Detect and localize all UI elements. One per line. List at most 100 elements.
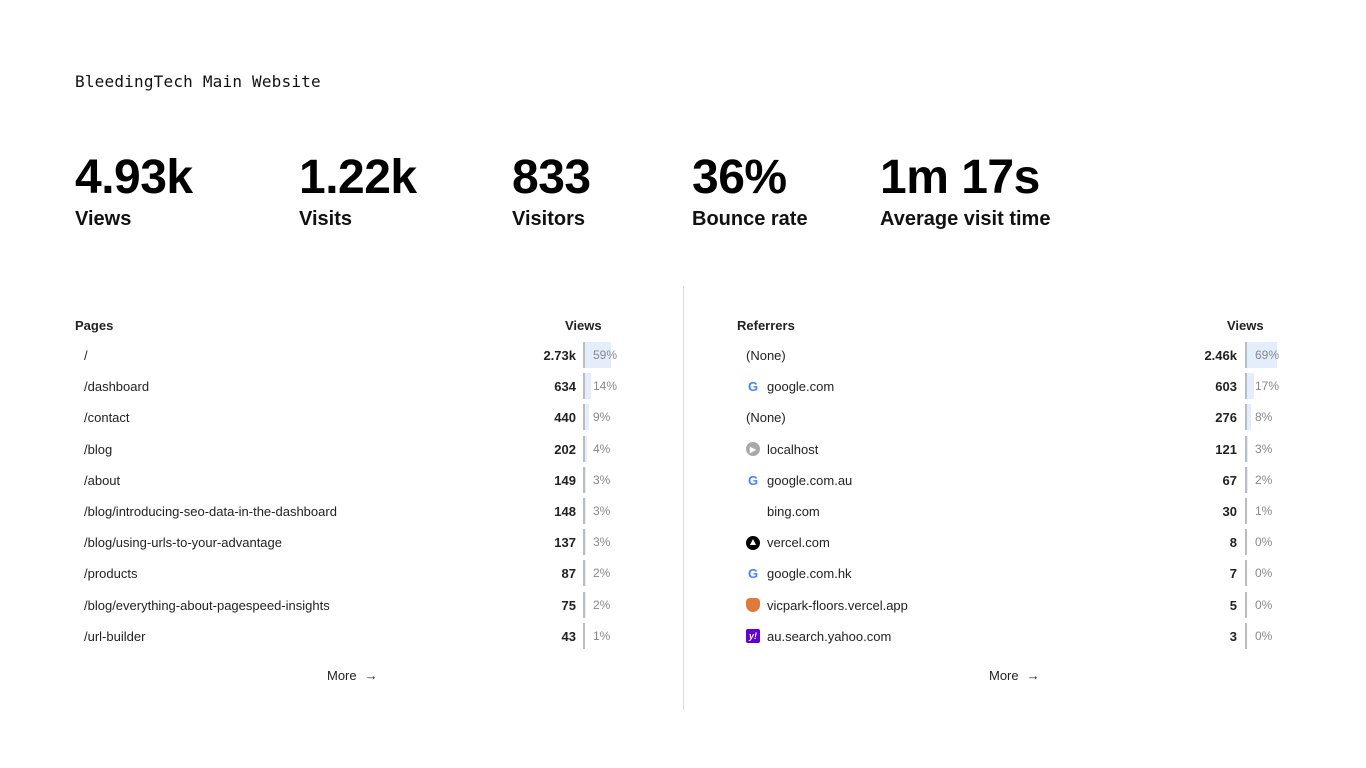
page-row[interactable]: / 2.73k 59%: [75, 342, 635, 373]
row-percent: 4%: [593, 441, 611, 456]
page-row[interactable]: /blog 202 4%: [75, 435, 635, 467]
pages-more-button[interactable]: More →: [327, 668, 378, 683]
bar-fill: [585, 342, 611, 368]
pages-views-column: Views: [565, 318, 602, 333]
row-label[interactable]: /url-builder: [84, 629, 145, 644]
more-label: More: [327, 668, 357, 683]
page-row[interactable]: /blog/using-urls-to-your-advantage 137 3%: [75, 529, 635, 560]
metric-bounce-rate: 36% Bounce rate: [692, 150, 808, 231]
row-views: 5: [1229, 597, 1237, 613]
row-label[interactable]: /products: [84, 566, 137, 581]
row-label-text: /url-builder: [84, 628, 146, 644]
row-label[interactable]: (None): [746, 410, 786, 425]
row-percent: 2%: [1255, 472, 1273, 487]
row-percent: 0%: [1255, 597, 1273, 612]
referrers-title: Referrers: [737, 318, 795, 333]
row-label[interactable]: /: [84, 348, 88, 363]
row-percent: 0%: [1255, 535, 1273, 550]
referrer-row[interactable]: vicpark-floors.vercel.app 5 0%: [737, 591, 1297, 623]
metric-views: 4.93k Views: [75, 150, 193, 231]
page-row[interactable]: /blog/everything-about-pagespeed-insight…: [75, 591, 635, 623]
row-percent: 0%: [1255, 566, 1273, 581]
page-row[interactable]: /products 87 2%: [75, 560, 635, 591]
row-percent-bar: 0%: [1245, 560, 1295, 587]
bar-fill: [585, 497, 586, 524]
row-percent: 1%: [593, 628, 611, 643]
metric-average-visit-time: 1m 17s Average visit time: [880, 150, 1050, 231]
row-label-text: vercel.com: [767, 535, 830, 551]
row-percent-bar: 14%: [583, 373, 633, 400]
row-label[interactable]: vicpark-floors.vercel.app: [746, 598, 908, 613]
row-label-text: /dashboard: [84, 379, 150, 395]
row-percent-bar: 17%: [1245, 373, 1295, 400]
row-views: 87: [561, 566, 576, 582]
row-percent: 3%: [593, 535, 611, 550]
row-label[interactable]: /dashboard: [84, 379, 149, 394]
row-label[interactable]: /blog: [84, 442, 112, 457]
referrer-row[interactable]: bing.com 30 1%: [737, 497, 1297, 529]
row-percent-bar: 2%: [1245, 466, 1295, 493]
bar-fill: [1247, 466, 1248, 493]
referrer-row[interactable]: (None) 2.46k 69%: [737, 342, 1297, 373]
page-row[interactable]: /dashboard 634 14%: [75, 373, 635, 404]
row-label[interactable]: (None): [746, 348, 786, 363]
row-label[interactable]: vercel.com: [746, 535, 830, 550]
referrer-row[interactable]: (None) 276 8%: [737, 404, 1297, 435]
row-label[interactable]: /blog/introducing-seo-data-in-the-dashbo…: [84, 504, 337, 519]
row-label[interactable]: /about: [84, 473, 120, 488]
bar-fill: [585, 529, 586, 556]
row-label[interactable]: /blog/using-urls-to-your-advantage: [84, 535, 282, 550]
row-percent-bar: 8%: [1245, 404, 1295, 431]
row-views: 2.73k: [543, 348, 576, 363]
page-row[interactable]: /blog/introducing-seo-data-in-the-dashbo…: [75, 497, 635, 529]
metric-label: Visits: [299, 208, 352, 230]
row-percent-bar: 2%: [583, 591, 633, 618]
row-views: 149: [554, 472, 576, 488]
row-label[interactable]: y! au.search.yahoo.com: [746, 629, 891, 644]
row-percent: 8%: [1255, 410, 1273, 425]
row-label-text: localhost: [767, 441, 819, 457]
row-percent-bar: 3%: [583, 466, 633, 493]
bar-fill: [585, 373, 591, 400]
page-row[interactable]: /about 149 3%: [75, 466, 635, 498]
pages-title: Pages: [75, 318, 114, 333]
bar-fill: [1247, 435, 1248, 462]
referrer-row[interactable]: vercel.com 8 0%: [737, 529, 1297, 560]
metric-visitors: 833 Visitors: [512, 150, 591, 231]
row-views: 148: [554, 503, 576, 519]
row-percent-bar: 0%: [1245, 591, 1295, 618]
bar-fill: [585, 591, 586, 618]
metric-visits: 1.22k Visits: [299, 150, 417, 231]
referrers-more-button[interactable]: More →: [989, 668, 1040, 683]
row-label-text: /blog: [84, 441, 113, 457]
page-row[interactable]: /contact 440 9%: [75, 404, 635, 435]
row-label[interactable]: /contact: [84, 410, 130, 425]
row-label-text: bing.com: [767, 503, 820, 519]
row-percent-bar: 3%: [1245, 435, 1295, 462]
row-views: 202: [554, 441, 576, 457]
referrer-row[interactable]: y! au.search.yahoo.com 3 0%: [737, 622, 1297, 654]
row-label[interactable]: ▶ localhost: [746, 442, 818, 457]
page-row[interactable]: /url-builder 43 1%: [75, 622, 635, 654]
arrow-right-icon: →: [1026, 668, 1040, 683]
row-percent-bar: 0%: [1245, 529, 1295, 556]
row-label-text: /about: [84, 472, 121, 488]
row-percent: 2%: [593, 597, 611, 612]
row-label[interactable]: /blog/everything-about-pagespeed-insight…: [84, 598, 330, 613]
row-label-text: /contact: [84, 410, 130, 426]
row-views: 276: [1215, 410, 1237, 426]
referrer-row[interactable]: ▶ localhost 121 3%: [737, 435, 1297, 467]
row-label[interactable]: bing.com: [746, 504, 820, 519]
row-label-text: (None): [746, 410, 786, 426]
row-views: 7: [1229, 566, 1237, 582]
row-percent-bar: 3%: [583, 497, 633, 524]
bar-fill: [1247, 342, 1277, 368]
row-views: 603: [1215, 379, 1237, 395]
row-percent-bar: 1%: [1245, 497, 1295, 524]
